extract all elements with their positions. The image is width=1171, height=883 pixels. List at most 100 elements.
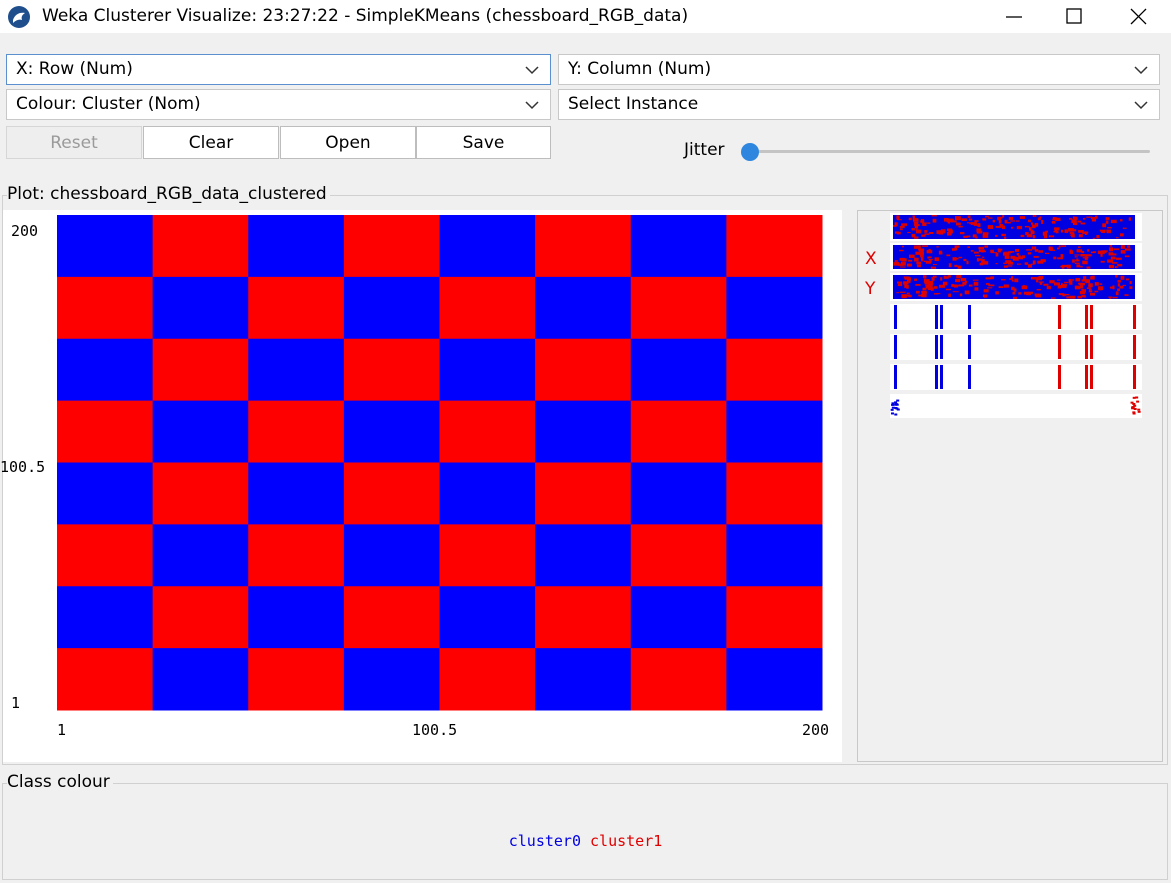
attribute-bar-point <box>1060 254 1064 258</box>
attribute-bar-point <box>1115 257 1122 260</box>
attribute-bar-point <box>957 265 962 269</box>
clear-button[interactable]: Clear <box>143 126 279 159</box>
attribute-bar-point <box>1002 215 1005 218</box>
attribute-bar-point <box>981 256 985 258</box>
attribute-bar-point <box>914 225 918 229</box>
attribute-bar-point <box>1071 219 1077 224</box>
attribute-bar-point <box>1129 281 1132 285</box>
attribute-bar-point <box>923 279 930 283</box>
attribute-bar-point <box>912 215 916 217</box>
chessboard-cell <box>248 276 345 340</box>
attribute-bar-background <box>890 364 1142 390</box>
attribute-bar-point <box>1127 245 1131 248</box>
attribute-bar-point <box>1082 289 1086 293</box>
attribute-bar-point <box>909 254 915 258</box>
attribute-bar-point <box>985 277 992 280</box>
attribute-bar-point <box>1011 226 1014 229</box>
chessboard-cell <box>630 276 727 340</box>
legend-cluster0[interactable]: cluster0 <box>508 832 581 850</box>
attribute-bar-point <box>925 284 930 289</box>
chessboard-cell <box>726 586 823 649</box>
attribute-bar-point <box>1098 286 1104 291</box>
attribute-bar-point <box>915 283 921 286</box>
attribute-bar-point <box>1032 260 1036 265</box>
attribute-bar-point <box>1120 250 1126 254</box>
attribute-bar-point <box>1119 285 1124 289</box>
attribute-bar-tick <box>1133 335 1136 359</box>
attribute-bar-point <box>987 225 994 229</box>
attribute-bar-point <box>1015 248 1020 252</box>
attribute-bar-point <box>1026 233 1033 238</box>
attribute-bar-point <box>928 258 933 260</box>
attribute-bar-point <box>988 284 995 287</box>
attribute-bar-point <box>1081 279 1088 282</box>
close-button[interactable] <box>1110 0 1168 33</box>
instance-select[interactable]: Select Instance <box>558 89 1160 120</box>
attribute-bar-point <box>1011 286 1015 291</box>
attribute-bar-point <box>904 284 907 288</box>
colour-select[interactable]: Colour: Cluster (Nom) <box>6 89 551 120</box>
attribute-bar-point <box>916 264 921 267</box>
attribute-bar-point <box>958 284 965 287</box>
jitter-slider-handle[interactable] <box>741 143 759 161</box>
attribute-bar-point <box>1062 293 1066 297</box>
reset-button[interactable]: Reset <box>6 126 142 159</box>
attribute-bar-point <box>1066 296 1071 299</box>
attribute-bar-point <box>1086 216 1093 218</box>
attribute-bars-panel[interactable] <box>857 210 1163 762</box>
attribute-bar-point <box>1109 286 1114 289</box>
attribute-bar-tick <box>940 335 943 359</box>
attribute-bar-point <box>1054 282 1060 286</box>
save-button[interactable]: Save <box>416 126 551 159</box>
attribute-bar-point <box>927 222 931 224</box>
attribute-bar-point <box>904 277 909 280</box>
attribute-bar-point <box>893 224 897 227</box>
x-tick-label: 200 <box>802 721 830 739</box>
attribute-bar-point <box>927 256 930 259</box>
attribute-bar-point <box>1060 229 1064 233</box>
attribute-bar-point <box>944 217 949 222</box>
attribute-bar-point <box>891 403 895 406</box>
attribute-bar-point <box>1062 284 1068 286</box>
attribute-bar-point <box>1001 279 1006 281</box>
attribute-bar-point <box>897 281 903 284</box>
chessboard-cell <box>343 215 440 278</box>
attribute-bar-point <box>929 256 932 259</box>
attribute-bar-tick <box>968 365 971 389</box>
open-button[interactable]: Open <box>280 126 416 159</box>
maximize-button[interactable] <box>1045 0 1103 33</box>
attribute-bar-point <box>978 249 985 253</box>
attribute-bar-point <box>891 402 895 405</box>
jitter-slider-track[interactable] <box>746 150 1150 153</box>
chessboard-cell <box>726 524 823 587</box>
x-axis-select[interactable]: X: Row (Num) <box>6 54 551 85</box>
chessboard-cell <box>152 524 249 587</box>
attribute-bar-point <box>946 254 951 257</box>
attribute-bar-point <box>978 258 983 261</box>
attribute-bar-point <box>1076 264 1081 268</box>
attribute-bar-point <box>1132 402 1136 405</box>
legend-cluster1[interactable]: cluster1 <box>590 832 663 850</box>
attribute-bar-point <box>1003 252 1010 256</box>
attribute-bar-point <box>1039 216 1042 219</box>
minimize-button[interactable] <box>985 0 1043 33</box>
chessboard-cell <box>535 276 632 340</box>
attribute-bar-point <box>1107 226 1112 229</box>
attribute-bar-point <box>1003 265 1008 268</box>
title-bar: Weka Clusterer Visualize: 23:27:22 - Sim… <box>0 0 1171 33</box>
attribute-bar-point <box>964 290 970 295</box>
attribute-bar-tick <box>935 305 938 329</box>
x-axis-select-label: X: Row (Num) <box>16 59 133 79</box>
attribute-bar-point <box>922 245 929 247</box>
attribute-bar-point <box>1041 219 1044 224</box>
attribute-bar-point <box>894 231 899 234</box>
attribute-bar-tick <box>1090 305 1093 329</box>
attribute-bar-point <box>973 251 979 254</box>
attribute-bar-point <box>1071 233 1075 238</box>
chessboard-cell <box>439 648 536 711</box>
attribute-bar-point <box>1006 265 1013 267</box>
y-axis-select[interactable]: Y: Column (Num) <box>558 54 1160 85</box>
attribute-bar-point <box>893 262 900 266</box>
